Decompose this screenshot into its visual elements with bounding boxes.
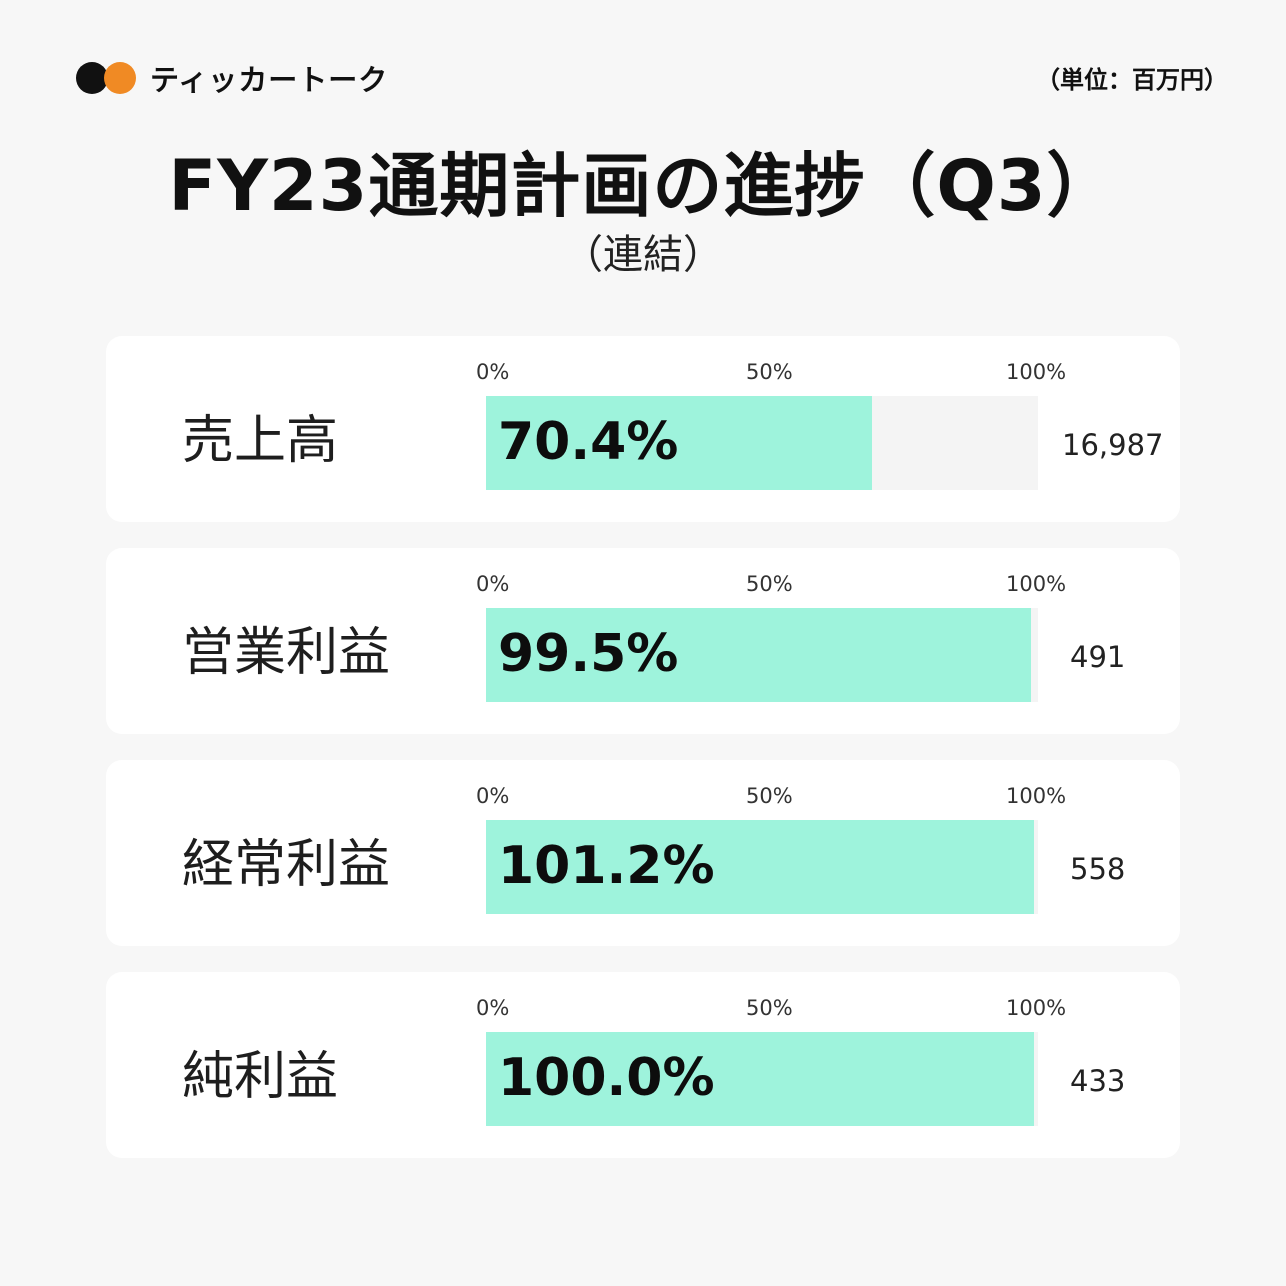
progress-bar (486, 608, 1031, 702)
metric-label: 純利益 (182, 1047, 339, 1107)
progress-card: 売上高 0% 50% 100% 70.4% 16,987 (106, 336, 1180, 522)
axis-tick-label: 50% (746, 360, 793, 384)
progress-percent-label: 101.2% (498, 836, 715, 896)
brand-name: ティッカートーク (150, 63, 389, 97)
unit-note: （単位：百万円） (1036, 66, 1228, 94)
axis-tick-label: 100% (1006, 572, 1067, 596)
chart-title: FY23通期計画の進捗（Q3） (168, 145, 1118, 227)
axis-tick-label: 100% (1006, 784, 1067, 808)
metric-value-label: 558 (1070, 852, 1126, 886)
metric-value-label: 16,987 (1062, 428, 1164, 462)
progress-percent-label: 100.0% (498, 1048, 715, 1108)
axis-tick-label: 0% (476, 572, 510, 596)
progress-percent-label: 99.5% (498, 624, 679, 684)
progress-card: 経常利益 0% 50% 100% 101.2% 558 (106, 760, 1180, 946)
metric-label: 営業利益 (182, 623, 391, 683)
axis-tick-label: 0% (476, 784, 510, 808)
progress-percent-label: 70.4% (498, 412, 679, 472)
progress-track: 101.2% (486, 820, 1038, 914)
brand-mark-icon (76, 58, 138, 98)
metric-value-label: 491 (1070, 640, 1126, 674)
progress-bar (486, 396, 872, 490)
progress-card: 純利益 0% 50% 100% 100.0% 433 (106, 972, 1180, 1158)
chart-subtitle: （連結） (563, 232, 723, 278)
progress-bar (486, 1032, 1034, 1126)
axis-tick-label: 100% (1006, 996, 1067, 1020)
axis-tick-label: 0% (476, 996, 510, 1020)
axis-tick-label: 50% (746, 996, 793, 1020)
brand-logo: ティッカートーク (76, 58, 388, 98)
axis-tick-label: 0% (476, 360, 510, 384)
axis-tick-label: 100% (1006, 360, 1067, 384)
axis-tick-label: 50% (746, 572, 793, 596)
metric-label: 経常利益 (182, 835, 391, 895)
metric-value-label: 433 (1070, 1064, 1126, 1098)
progress-bar (486, 820, 1034, 914)
progress-track: 100.0% (486, 1032, 1038, 1126)
progress-track: 99.5% (486, 608, 1038, 702)
progress-card: 営業利益 0% 50% 100% 99.5% 491 (106, 548, 1180, 734)
axis-tick-label: 50% (746, 784, 793, 808)
progress-track: 70.4% (486, 396, 1038, 490)
metric-label: 売上高 (182, 411, 339, 471)
